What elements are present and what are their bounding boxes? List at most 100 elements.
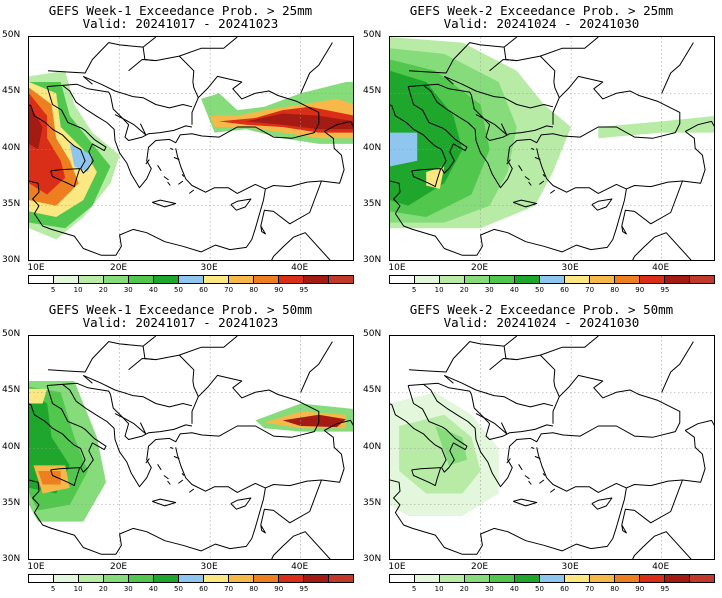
colorbar-label: 95 [299, 286, 309, 294]
coastline-border [489, 358, 517, 371]
coastline-border [188, 189, 195, 194]
colorbar-swatch [179, 575, 204, 582]
coastline-border [83, 374, 193, 408]
colorbar-label: 90 [274, 585, 284, 593]
colorbar-label: 40 [148, 286, 158, 294]
colorbar-swatch [129, 276, 154, 283]
probability-contour [390, 132, 418, 167]
coastline-border [542, 173, 546, 177]
colorbar [28, 275, 354, 284]
colorbar-swatch [690, 276, 714, 283]
probability-contour [38, 471, 61, 485]
colorbar-label: 10 [434, 585, 444, 593]
colorbar-label: 80 [249, 585, 259, 593]
colorbar-swatch [390, 575, 415, 582]
colorbar [389, 275, 715, 284]
coastline-border [157, 464, 162, 471]
colorbar-label: 10 [73, 286, 83, 294]
coastline-border [591, 497, 613, 510]
latitude-label: 50N [363, 329, 382, 339]
colorbar-label: 20 [459, 286, 469, 294]
coastline-border [271, 531, 331, 559]
colorbar-swatch [129, 575, 154, 582]
longitude-label: 10E [388, 263, 406, 273]
probability-contour [282, 414, 346, 428]
coastline-border [62, 83, 111, 96]
colorbar-swatch [565, 575, 590, 582]
longitude-label: 30E [200, 263, 218, 273]
coastline-border [167, 181, 171, 186]
coastline-border [528, 480, 532, 485]
colorbar-swatch [440, 575, 465, 582]
colorbar-label: 90 [635, 286, 645, 294]
coastline-border [540, 336, 599, 356]
colorbar-label: 60 [560, 286, 569, 294]
colorbar-label: 95 [299, 585, 309, 593]
colorbar-swatch [515, 575, 540, 582]
coastline-border [661, 42, 694, 94]
colorbar-label: 30 [484, 286, 494, 294]
colorbar-swatch [590, 276, 615, 283]
coastline-border [82, 76, 93, 85]
map-panel: GEFS Week-1 Exceedance Prob. > 25mm Valid… [0, 0, 361, 299]
colorbar-label: 70 [224, 286, 234, 294]
colorbar-label: 10 [73, 585, 83, 593]
coastline-border [265, 430, 345, 489]
coastline-border [179, 336, 238, 356]
coastline-border [128, 59, 156, 72]
longitude-label: 30E [200, 562, 218, 572]
latitude-label: 50N [363, 30, 382, 40]
coastline-border [110, 394, 193, 440]
coastline-border [178, 479, 184, 484]
panel-valid-dates: Valid: 20241017 - 20241023 [82, 16, 279, 31]
colorbar-swatch [640, 276, 665, 283]
coastline-border [503, 346, 560, 397]
longitude-label: 20E [470, 263, 489, 273]
colorbar-swatch [615, 276, 640, 283]
coastline-border [444, 75, 554, 109]
coastline-border [475, 413, 508, 435]
colorbar-label: 95 [660, 585, 670, 593]
coastline-border [300, 341, 333, 393]
coastline-border [626, 131, 706, 190]
coastline-border [300, 42, 333, 94]
latitude-label: 40N [2, 441, 21, 452]
coastline-border [411, 168, 442, 188]
coastline-border [47, 75, 320, 189]
coastline-border [506, 159, 511, 165]
colorbar-label: 70 [585, 585, 595, 593]
panel-title: GEFS Week-1 Exceedance Prob. > 50mm [48, 302, 313, 317]
coastline-border [114, 413, 147, 435]
coastline-border [170, 446, 174, 449]
colorbar-swatch [304, 276, 329, 283]
latitude-label: 50N [2, 30, 21, 40]
map-area [28, 36, 354, 261]
coastline-border [423, 83, 472, 96]
coastline-border [157, 165, 162, 172]
coastline-border [549, 189, 556, 194]
coastline-border [47, 374, 320, 488]
colorbar-swatch [229, 276, 254, 283]
panel-valid-dates: Valid: 20241024 - 20241030 [443, 16, 640, 31]
latitude-label: 35N [363, 497, 382, 508]
colorbar-swatch [54, 276, 79, 283]
colorbar-swatch [540, 575, 565, 582]
colorbar-swatch [229, 575, 254, 582]
probability-contour [399, 414, 481, 494]
latitude-label: 45N [2, 385, 21, 396]
coastline-border [475, 114, 508, 136]
colorbar-swatch [279, 276, 304, 283]
coastline-border [390, 148, 627, 256]
coastline-border [260, 479, 322, 534]
coastline-border [534, 156, 541, 161]
map-area [389, 36, 715, 261]
colorbar-label: 30 [123, 286, 133, 294]
map-area [389, 335, 715, 560]
colorbar-label: 50 [534, 286, 544, 294]
map-area [28, 335, 354, 560]
latitude-label: 45N [363, 86, 382, 97]
colorbar-label: 80 [610, 585, 620, 593]
colorbar-swatch [490, 276, 515, 283]
coastline-border [173, 156, 180, 161]
coastline-border [531, 147, 535, 150]
